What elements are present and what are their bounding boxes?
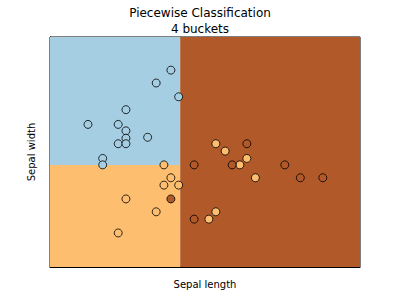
svg-text:4 buckets: 4 buckets [171, 22, 229, 36]
svg-text:Piecewise Classification: Piecewise Classification [129, 6, 271, 20]
svg-text:Sepal width: Sepal width [26, 123, 37, 182]
svg-text:Sepal length: Sepal length [174, 279, 237, 290]
